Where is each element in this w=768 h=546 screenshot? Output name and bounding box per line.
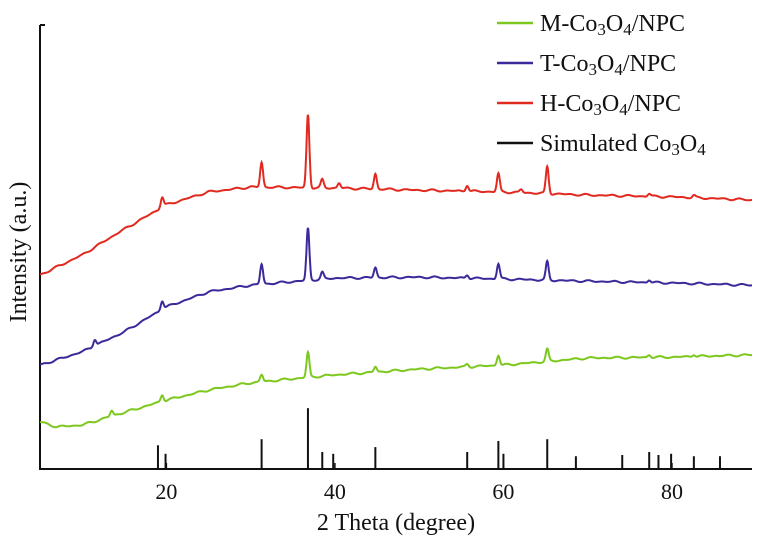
y-axis-label: Intensity (a.u.) xyxy=(6,182,32,323)
series-line-tco xyxy=(39,227,752,366)
x-tick-label: 60 xyxy=(492,479,514,504)
legend-label: H-Co3O4/NPC xyxy=(540,91,681,119)
x-tick-label: 20 xyxy=(155,479,177,504)
plot-area xyxy=(39,114,752,469)
legend-label: Simulated Co3O4 xyxy=(540,131,706,159)
series-line-mco xyxy=(39,347,752,429)
x-tick-label: 80 xyxy=(661,479,683,504)
series-line-hco xyxy=(39,114,752,276)
legend-label: T-Co3O4/NPC xyxy=(540,51,676,79)
x-axis-label: 2 Theta (degree) xyxy=(317,510,475,536)
simulated-sticks xyxy=(156,408,721,469)
legend: M-Co3O4/NPC T-Co3O4/NPC H-Co3O4/NPC Simulat… xyxy=(497,11,706,159)
legend-label: M-Co3O4/NPC xyxy=(540,11,685,39)
x-tick-label: 40 xyxy=(324,479,346,504)
